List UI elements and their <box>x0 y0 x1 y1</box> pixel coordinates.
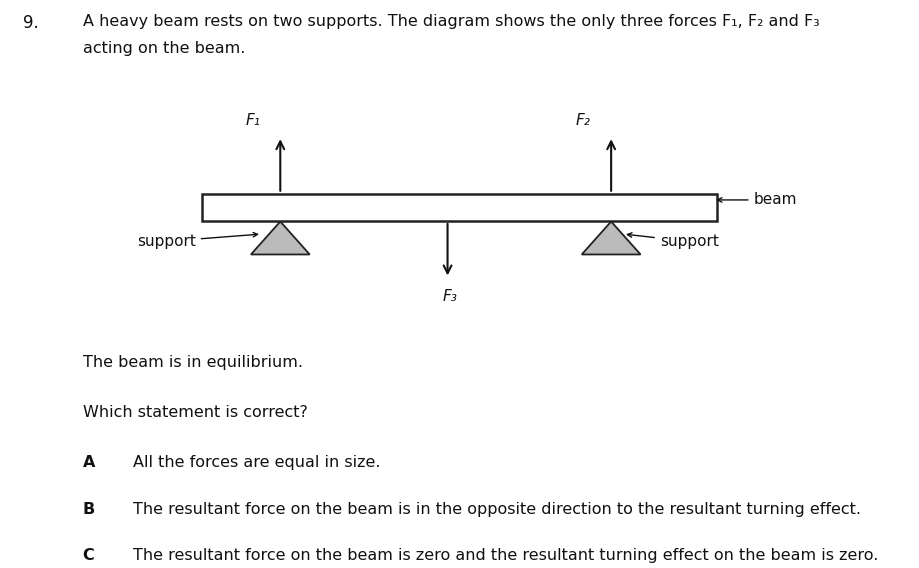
Text: support: support <box>137 232 257 249</box>
Text: A: A <box>83 455 95 470</box>
Text: All the forces are equal in size.: All the forces are equal in size. <box>133 455 380 470</box>
Text: F₃: F₃ <box>443 289 458 303</box>
Text: C: C <box>83 548 95 563</box>
Polygon shape <box>582 222 641 254</box>
Text: The resultant force on the beam is in the opposite direction to the resultant tu: The resultant force on the beam is in th… <box>133 502 861 516</box>
Text: 9.: 9. <box>23 14 39 32</box>
Text: F₁: F₁ <box>245 113 260 128</box>
Text: The beam is in equilibrium.: The beam is in equilibrium. <box>83 355 302 370</box>
Bar <box>202 194 717 221</box>
Text: beam: beam <box>718 193 797 207</box>
Text: The resultant force on the beam is zero and the resultant turning effect on the : The resultant force on the beam is zero … <box>133 548 879 563</box>
Text: support: support <box>628 233 719 249</box>
Text: A heavy beam rests on two supports. The diagram shows the only three forces F₁, : A heavy beam rests on two supports. The … <box>83 14 820 29</box>
Polygon shape <box>251 222 310 254</box>
Text: Which statement is correct?: Which statement is correct? <box>83 405 308 420</box>
Text: acting on the beam.: acting on the beam. <box>83 41 245 56</box>
Text: F₂: F₂ <box>576 113 591 128</box>
Text: B: B <box>83 502 95 516</box>
